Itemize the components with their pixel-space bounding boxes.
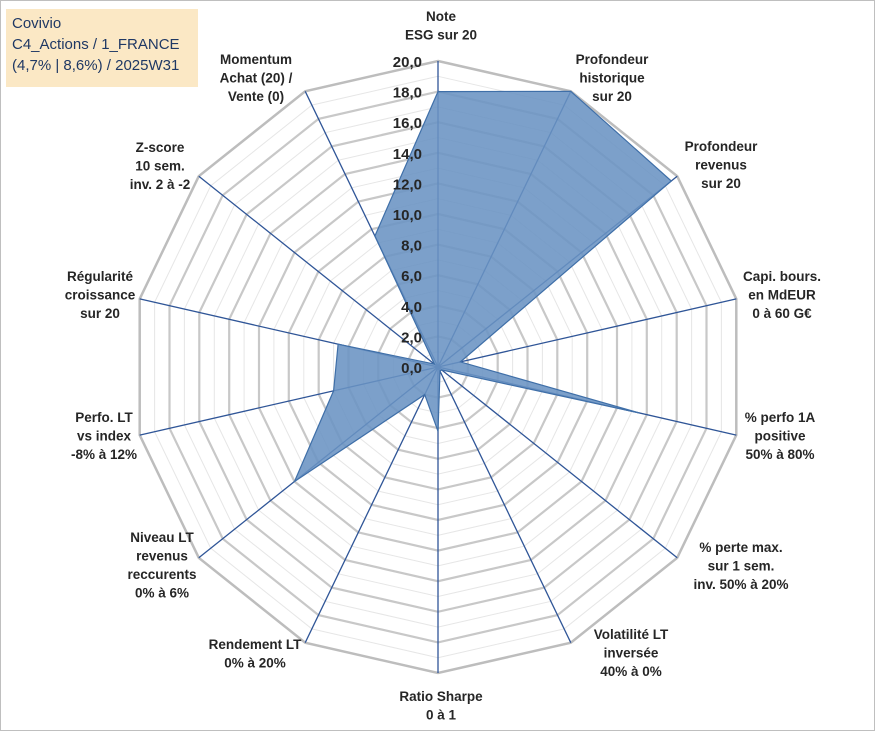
axis-label: Profondeur revenus sur 20: [685, 139, 758, 191]
radar-axis-line: [304, 366, 439, 643]
radar-tick-labels: 0,0 2,0 4,0 6,0 8,0 10,0 12,0 14,0 16,0 18,0 20,0: [393, 54, 422, 377]
axis-label: Perfo. LT vs index -8% à 12%: [71, 410, 137, 462]
axis-label: Note ESG sur 20: [405, 9, 477, 43]
tick-label: 6,0: [401, 268, 422, 285]
axis-label: Z-score 10 sem. inv. 2 à -2: [130, 140, 191, 192]
axis-label: % perfo 1A positive 50% à 80%: [745, 410, 816, 462]
tick-label: 0,0: [401, 360, 422, 377]
tick-label: 2,0: [401, 329, 422, 346]
axis-label: Rendement LT 0% à 20%: [209, 637, 303, 671]
radar-axis-line: [437, 366, 572, 643]
info-company: Covivio: [12, 15, 62, 32]
tick-label: 14,0: [393, 146, 422, 163]
axis-label: Niveau LT revenus reccurents 0% à 6%: [127, 530, 196, 601]
axis-label: Volatilité LT inversée 40% à 0%: [594, 627, 669, 679]
axis-label: Capi. bours. en MdEUR 0 à 60 G€: [743, 269, 821, 321]
info-period: (4,7% | 8,6%) / 2025W31: [12, 57, 180, 74]
axis-label: Profondeur historique sur 20: [576, 52, 649, 104]
tick-label: 8,0: [401, 238, 422, 255]
info-box: Covivio C4_Actions / 1_FRANCE (4,7% | 8,…: [6, 9, 198, 87]
axis-label: Régularité croissance sur 20: [65, 269, 136, 321]
radar-series: [293, 90, 673, 484]
radar-axis-line: [437, 298, 737, 368]
radar-axis-labels: Note ESG sur 20 Profondeur historique sur 20…: [65, 9, 821, 723]
tick-label: 10,0: [393, 207, 422, 224]
tick-label: 12,0: [393, 176, 422, 193]
radar-axis-line: [198, 175, 439, 368]
tick-label: 4,0: [401, 299, 422, 316]
axis-label: % perte max. sur 1 sem. inv. 50% à 20%: [693, 540, 788, 592]
radar-axis-line: [437, 366, 678, 559]
tick-label: 20,0: [393, 54, 422, 71]
info-category: C4_Actions / 1_FRANCE: [12, 36, 180, 53]
axis-label: Momentum Achat (20) / Vente (0): [220, 52, 293, 104]
axis-label: Ratio Sharpe 0 à 1: [399, 689, 483, 723]
tick-label: 18,0: [393, 85, 422, 102]
tick-label: 16,0: [393, 115, 422, 132]
